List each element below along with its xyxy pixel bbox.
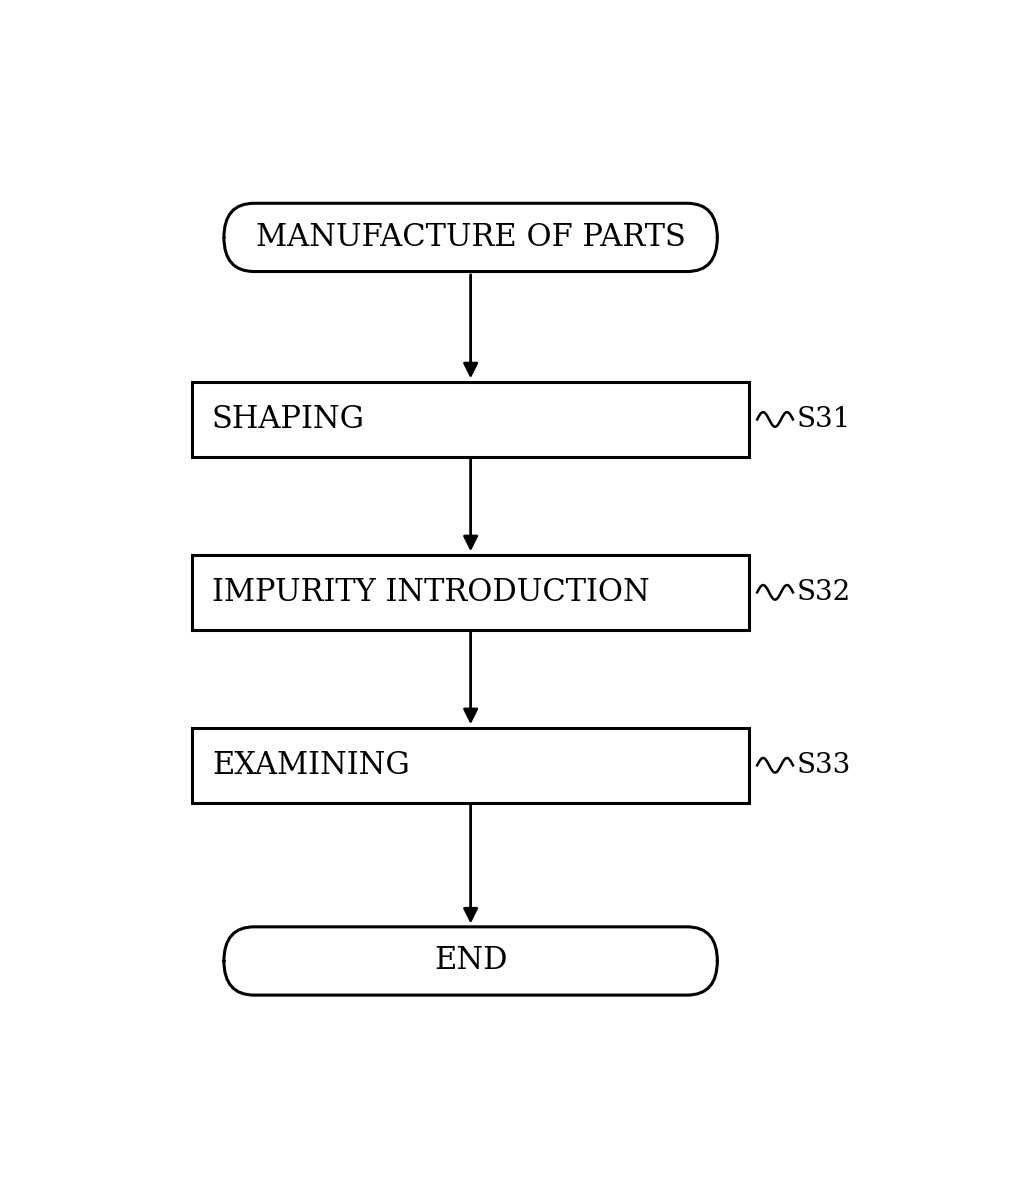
- Text: IMPURITY INTRODUCTION: IMPURITY INTRODUCTION: [212, 577, 650, 608]
- Text: MANUFACTURE OF PARTS: MANUFACTURE OF PARTS: [256, 222, 686, 253]
- Text: S32: S32: [797, 579, 851, 606]
- Text: S33: S33: [797, 752, 851, 779]
- Text: EXAMINING: EXAMINING: [212, 749, 410, 781]
- Bar: [192, 382, 750, 456]
- FancyBboxPatch shape: [224, 927, 717, 995]
- Text: SHAPING: SHAPING: [212, 404, 365, 435]
- Text: S31: S31: [797, 405, 851, 433]
- Text: END: END: [433, 946, 507, 976]
- Bar: [192, 556, 750, 630]
- FancyBboxPatch shape: [224, 203, 717, 272]
- Bar: [192, 728, 750, 803]
